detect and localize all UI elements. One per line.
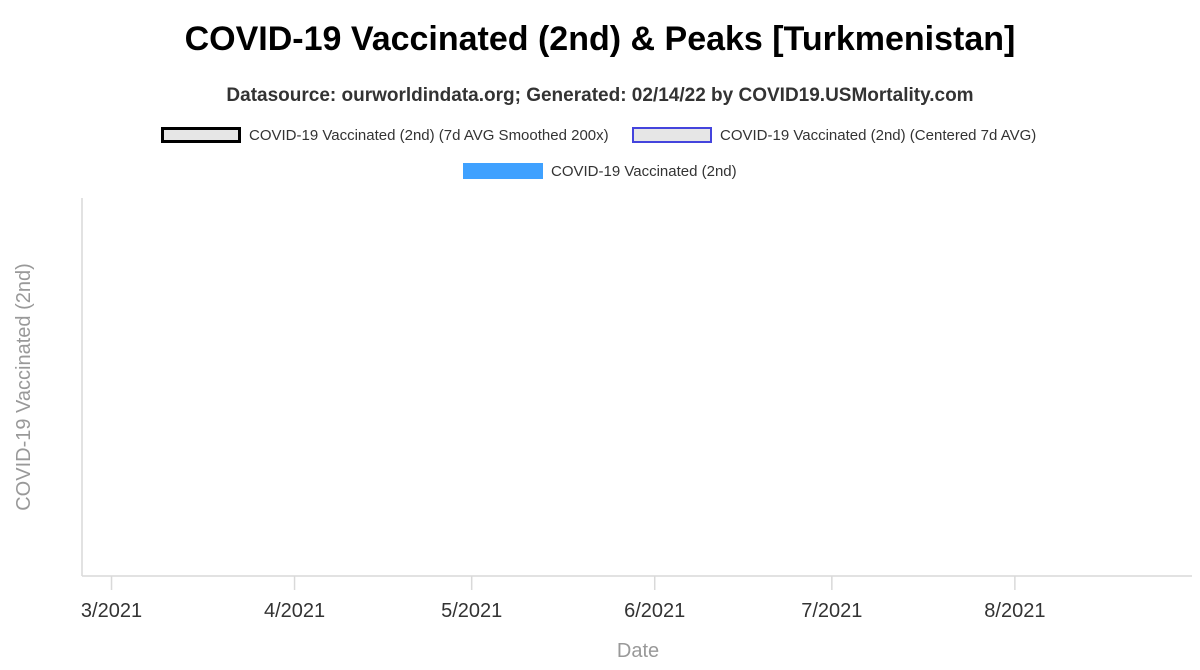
x-tick-label: 3/2021 [81, 600, 142, 622]
x-tick-label: 5/2021 [441, 600, 502, 622]
y-axis-title: COVID-19 Vaccinated (2nd) [13, 263, 35, 511]
x-tick-label: 8/2021 [984, 600, 1045, 622]
legend-swatch-centered [632, 127, 712, 143]
x-tick-label: 4/2021 [264, 600, 325, 622]
chart-subtitle: Datasource: ourworldindata.org; Generate… [226, 85, 974, 106]
legend-swatch-smoothed [161, 127, 241, 143]
legend-item-daily[interactable]: COVID-19 Vaccinated (2nd) [463, 162, 737, 180]
x-ticks: 3/2021 4/2021 5/2021 6/2021 7/2021 8/2021 [81, 576, 1045, 622]
legend-swatch-daily [463, 163, 543, 179]
legend-item-smoothed[interactable]: COVID-19 Vaccinated (2nd) (7d AVG Smooth… [161, 126, 609, 144]
x-axis: 3/2021 4/2021 5/2021 6/2021 7/2021 8/2021 [81, 575, 1192, 622]
x-axis-title: Date [617, 640, 659, 662]
x-tick-label: 6/2021 [624, 600, 685, 622]
legend-label-smoothed: COVID-19 Vaccinated (2nd) (7d AVG Smooth… [249, 126, 609, 144]
legend-label-daily: COVID-19 Vaccinated (2nd) [551, 162, 737, 180]
legend-label-centered: COVID-19 Vaccinated (2nd) (Centered 7d A… [720, 126, 1037, 144]
x-tick-label: 7/2021 [801, 600, 862, 622]
chart-title: COVID-19 Vaccinated (2nd) & Peaks [Turkm… [184, 20, 1016, 58]
legend-item-centered[interactable]: COVID-19 Vaccinated (2nd) (Centered 7d A… [632, 126, 1036, 144]
